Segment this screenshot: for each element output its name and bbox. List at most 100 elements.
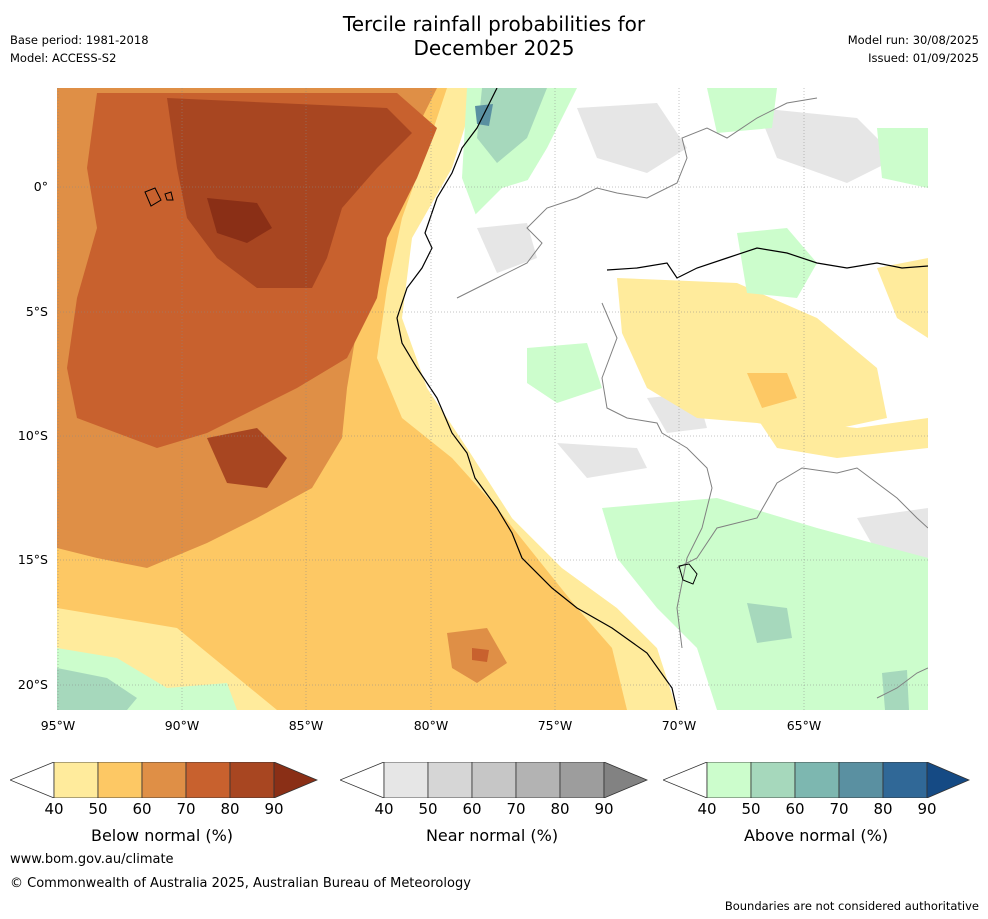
lon-label-65w: 65°W [786, 718, 822, 733]
cbar-above-tick-60: 60 [785, 800, 805, 818]
cbar-above-tick-50: 50 [741, 800, 761, 818]
cbar-above-swatch-0 [706, 762, 752, 798]
cbar-near-tick-70: 70 [506, 800, 526, 818]
cbar-below-swatch-2 [141, 762, 187, 798]
above-50-land-2 [882, 670, 909, 710]
border-4 [876, 667, 928, 699]
cbar-above-swatch-2 [794, 762, 840, 798]
cbar-below-swatch-3 [185, 762, 231, 798]
cbar-below-tick-40: 40 [44, 800, 64, 818]
below-80-ocean [167, 98, 412, 288]
cbar-above-tick-80: 80 [873, 800, 893, 818]
below-80-ocean-2 [207, 428, 287, 488]
cbar-above-swatch-4 [882, 762, 928, 798]
cbar-below-min-arrow [10, 762, 55, 798]
above-normal-ocean [57, 88, 577, 710]
boundaries [144, 88, 928, 710]
base-period-text: Base period: 1981-2018 [10, 33, 149, 47]
colorbar-near-normal [340, 762, 648, 798]
below-40-land-3 [757, 418, 928, 458]
title-line-1: Tercile rainfall probabilities for [342, 12, 646, 36]
lat-label-0: 0° [33, 179, 48, 194]
lat-label-5s: 5°S [25, 304, 48, 319]
cbar-near-swatch-3 [515, 762, 561, 798]
model-run-text: Model run: 30/08/2025 [847, 33, 979, 47]
cbar-near-swatch-2 [471, 762, 517, 798]
above-40-land-5 [877, 128, 928, 188]
probability-map [57, 88, 928, 710]
below-50-land-1 [747, 373, 797, 408]
galapagos-2 [164, 191, 174, 201]
border-3 [676, 467, 928, 569]
lon-label-85w: 85°W [288, 718, 324, 733]
cbar-near-swatch-4 [559, 762, 605, 798]
meta-left: Base period: 1981-2018 Model: ACCESS-S2 [10, 31, 149, 67]
cbar-above-swatch-3 [838, 762, 884, 798]
cbar-above-max-arrow [926, 762, 971, 798]
below-90-ocean [207, 198, 272, 243]
above-40-land-3 [602, 498, 928, 710]
below-70-south-patch [472, 648, 489, 662]
coastline [396, 88, 678, 710]
above-50-land-1 [747, 603, 792, 643]
meta-right: Model run: 30/08/2025 Issued: 01/09/2025 [848, 31, 979, 67]
cbar-below-max-arrow [273, 762, 318, 798]
cbar-near-swatch-1 [427, 762, 473, 798]
colorbar-above-normal [663, 762, 971, 798]
below-40-land-2 [877, 258, 928, 338]
graticule [57, 88, 928, 710]
below-40-land-1 [617, 278, 887, 433]
cbar-below-tick-70: 70 [176, 800, 196, 818]
cbar-below-swatch-0 [53, 762, 99, 798]
lake-titicaca [678, 563, 698, 585]
cbar-above-label: Above normal (%) [743, 826, 889, 845]
lon-label-70w: 70°W [661, 718, 697, 733]
lon-label-80w: 80°W [413, 718, 449, 733]
land-field [427, 88, 928, 710]
cbar-below-tick-90: 90 [264, 800, 284, 818]
lon-label-95w: 95°W [40, 718, 76, 733]
cbar-near-max-arrow [603, 762, 648, 798]
cbar-near-swatch-0 [383, 762, 429, 798]
above-50-southwest [57, 668, 137, 710]
cbar-above-swatch-1 [750, 762, 796, 798]
above-50-north [477, 88, 547, 163]
copyright-text: © Commonwealth of Australia 2025, Austra… [10, 876, 471, 891]
cbar-above-tick-40: 40 [697, 800, 717, 818]
cbar-near-tick-40: 40 [374, 800, 394, 818]
border-1 [456, 97, 818, 299]
issued-text: Issued: 01/09/2025 [868, 51, 979, 65]
lon-label-75w: 75°W [537, 718, 573, 733]
cbar-below-label: Below normal (%) [90, 826, 234, 845]
cbar-below-swatch-4 [229, 762, 275, 798]
amazon-river [606, 247, 928, 279]
near-40-patch-3 [477, 223, 537, 273]
colorbar-below-normal [10, 762, 318, 798]
lat-label-15s: 15°S [17, 552, 48, 567]
cbar-near-tick-50: 50 [418, 800, 438, 818]
website-text: www.bom.gov.au/climate [10, 852, 174, 867]
above-40-land-4 [707, 88, 777, 133]
disclaimer-text: Boundaries are not considered authoritat… [724, 899, 979, 913]
border-2 [601, 302, 713, 649]
above-40-land-1 [737, 228, 817, 298]
model-text: Model: ACCESS-S2 [10, 51, 117, 65]
cbar-near-tick-80: 80 [550, 800, 570, 818]
cbar-above-min-arrow [663, 762, 708, 798]
cbar-near-tick-60: 60 [462, 800, 482, 818]
cbar-near-tick-90: 90 [594, 800, 614, 818]
cbar-near-label: Near normal (%) [425, 826, 559, 845]
cbar-above-tick-90: 90 [917, 800, 937, 818]
cbar-near-min-arrow [340, 762, 385, 798]
cbar-below-tick-60: 60 [132, 800, 152, 818]
near-40-patch-5 [557, 443, 647, 478]
cbar-below-swatch-1 [97, 762, 143, 798]
lat-label-10s: 10°S [17, 428, 48, 443]
galapagos-1 [144, 187, 162, 207]
cbar-below-tick-50: 50 [88, 800, 108, 818]
lon-label-90w: 90°W [164, 718, 200, 733]
lat-label-20s: 20°S [17, 677, 48, 692]
above-40-land-2 [527, 343, 602, 403]
title-line-2: December 2025 [413, 36, 575, 60]
map-title: Tercile rainfall probabilities for Decem… [0, 12, 988, 60]
